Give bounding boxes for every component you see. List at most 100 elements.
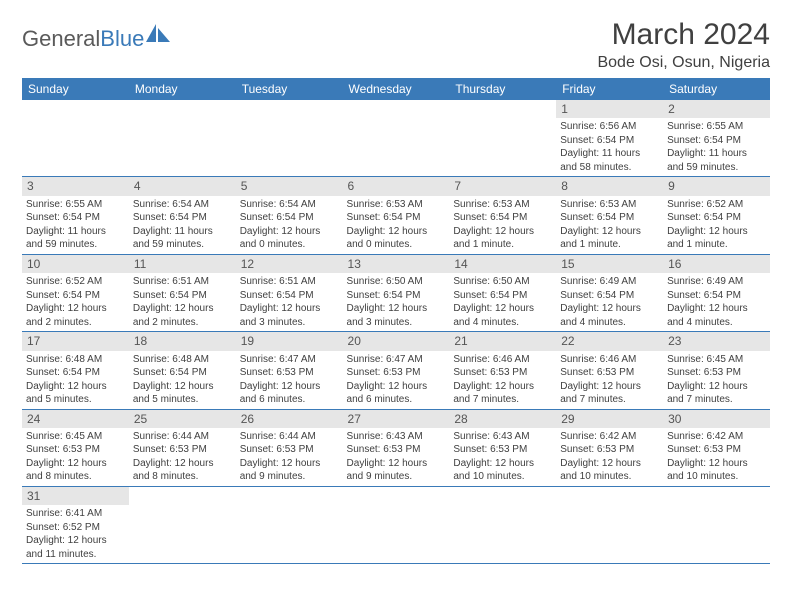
calendar-row: 24Sunrise: 6:45 AMSunset: 6:53 PMDayligh… xyxy=(22,409,770,486)
sunset-text: Sunset: 6:54 PM xyxy=(133,211,232,225)
calendar-cell: 26Sunrise: 6:44 AMSunset: 6:53 PMDayligh… xyxy=(236,409,343,486)
sunset-text: Sunset: 6:53 PM xyxy=(240,443,339,457)
calendar-cell: 28Sunrise: 6:43 AMSunset: 6:53 PMDayligh… xyxy=(449,409,556,486)
sunset-text: Sunset: 6:52 PM xyxy=(26,521,125,535)
calendar-cell xyxy=(556,486,663,563)
sunrise-text: Sunrise: 6:44 AM xyxy=(240,430,339,444)
daylight-text: Daylight: 12 hours xyxy=(26,457,125,471)
sunset-text: Sunset: 6:53 PM xyxy=(667,366,766,380)
daylight-text-2: and 59 minutes. xyxy=(667,161,766,175)
sunrise-text: Sunrise: 6:41 AM xyxy=(26,507,125,521)
daylight-text-2: and 5 minutes. xyxy=(26,393,125,407)
daylight-text: Daylight: 11 hours xyxy=(133,225,232,239)
daylight-text: Daylight: 12 hours xyxy=(453,225,552,239)
daylight-text-2: and 4 minutes. xyxy=(453,316,552,330)
day-details: Sunrise: 6:42 AMSunset: 6:53 PMDaylight:… xyxy=(663,428,770,486)
daylight-text: Daylight: 12 hours xyxy=(347,380,446,394)
calendar-cell: 12Sunrise: 6:51 AMSunset: 6:54 PMDayligh… xyxy=(236,254,343,331)
sunset-text: Sunset: 6:54 PM xyxy=(347,211,446,225)
day-details: Sunrise: 6:50 AMSunset: 6:54 PMDaylight:… xyxy=(449,273,556,331)
daylight-text: Daylight: 12 hours xyxy=(347,457,446,471)
brand-part2: Blue xyxy=(100,26,144,52)
day-details: Sunrise: 6:49 AMSunset: 6:54 PMDaylight:… xyxy=(556,273,663,331)
daylight-text-2: and 0 minutes. xyxy=(347,238,446,252)
day-details: Sunrise: 6:52 AMSunset: 6:54 PMDaylight:… xyxy=(22,273,129,331)
daylight-text-2: and 1 minute. xyxy=(453,238,552,252)
month-title: March 2024 xyxy=(597,18,770,52)
daylight-text: Daylight: 11 hours xyxy=(26,225,125,239)
weekday-header-row: Sunday Monday Tuesday Wednesday Thursday… xyxy=(22,78,770,100)
daylight-text: Daylight: 12 hours xyxy=(133,457,232,471)
day-number: 15 xyxy=(556,255,663,273)
calendar-cell: 13Sunrise: 6:50 AMSunset: 6:54 PMDayligh… xyxy=(343,254,450,331)
calendar-cell: 14Sunrise: 6:50 AMSunset: 6:54 PMDayligh… xyxy=(449,254,556,331)
daylight-text: Daylight: 12 hours xyxy=(240,302,339,316)
sunrise-text: Sunrise: 6:54 AM xyxy=(133,198,232,212)
daylight-text: Daylight: 12 hours xyxy=(453,457,552,471)
day-number: 13 xyxy=(343,255,450,273)
daylight-text-2: and 7 minutes. xyxy=(667,393,766,407)
sunrise-text: Sunrise: 6:48 AM xyxy=(26,353,125,367)
calendar-cell: 22Sunrise: 6:46 AMSunset: 6:53 PMDayligh… xyxy=(556,332,663,409)
calendar-cell: 2Sunrise: 6:55 AMSunset: 6:54 PMDaylight… xyxy=(663,100,770,177)
day-number: 16 xyxy=(663,255,770,273)
day-number: 9 xyxy=(663,177,770,195)
day-number: 11 xyxy=(129,255,236,273)
calendar-cell: 18Sunrise: 6:48 AMSunset: 6:54 PMDayligh… xyxy=(129,332,236,409)
daylight-text: Daylight: 12 hours xyxy=(667,225,766,239)
calendar-row: 3Sunrise: 6:55 AMSunset: 6:54 PMDaylight… xyxy=(22,177,770,254)
day-number: 8 xyxy=(556,177,663,195)
calendar-cell xyxy=(236,100,343,177)
sunrise-text: Sunrise: 6:47 AM xyxy=(347,353,446,367)
sunrise-text: Sunrise: 6:43 AM xyxy=(347,430,446,444)
sunrise-text: Sunrise: 6:46 AM xyxy=(453,353,552,367)
weekday-header: Thursday xyxy=(449,78,556,100)
daylight-text: Daylight: 12 hours xyxy=(26,302,125,316)
daylight-text-2: and 10 minutes. xyxy=(560,470,659,484)
day-details: Sunrise: 6:41 AMSunset: 6:52 PMDaylight:… xyxy=(22,505,129,563)
weekday-header: Tuesday xyxy=(236,78,343,100)
calendar-cell: 5Sunrise: 6:54 AMSunset: 6:54 PMDaylight… xyxy=(236,177,343,254)
daylight-text-2: and 6 minutes. xyxy=(347,393,446,407)
day-details: Sunrise: 6:47 AMSunset: 6:53 PMDaylight:… xyxy=(236,351,343,409)
sunset-text: Sunset: 6:54 PM xyxy=(560,211,659,225)
sunrise-text: Sunrise: 6:48 AM xyxy=(133,353,232,367)
sunset-text: Sunset: 6:54 PM xyxy=(240,211,339,225)
sunset-text: Sunset: 6:54 PM xyxy=(560,134,659,148)
day-number: 23 xyxy=(663,332,770,350)
calendar-row: 31Sunrise: 6:41 AMSunset: 6:52 PMDayligh… xyxy=(22,486,770,563)
daylight-text-2: and 3 minutes. xyxy=(347,316,446,330)
sunset-text: Sunset: 6:53 PM xyxy=(560,443,659,457)
sunrise-text: Sunrise: 6:51 AM xyxy=(133,275,232,289)
day-details: Sunrise: 6:43 AMSunset: 6:53 PMDaylight:… xyxy=(343,428,450,486)
daylight-text-2: and 4 minutes. xyxy=(667,316,766,330)
daylight-text-2: and 10 minutes. xyxy=(667,470,766,484)
daylight-text-2: and 5 minutes. xyxy=(133,393,232,407)
sunrise-text: Sunrise: 6:49 AM xyxy=(667,275,766,289)
daylight-text: Daylight: 12 hours xyxy=(347,225,446,239)
sunrise-text: Sunrise: 6:46 AM xyxy=(560,353,659,367)
calendar-row: 1Sunrise: 6:56 AMSunset: 6:54 PMDaylight… xyxy=(22,100,770,177)
daylight-text: Daylight: 12 hours xyxy=(26,380,125,394)
day-details: Sunrise: 6:44 AMSunset: 6:53 PMDaylight:… xyxy=(236,428,343,486)
day-number: 18 xyxy=(129,332,236,350)
sunrise-text: Sunrise: 6:49 AM xyxy=(560,275,659,289)
day-details: Sunrise: 6:50 AMSunset: 6:54 PMDaylight:… xyxy=(343,273,450,331)
sunrise-text: Sunrise: 6:45 AM xyxy=(667,353,766,367)
calendar-cell: 7Sunrise: 6:53 AMSunset: 6:54 PMDaylight… xyxy=(449,177,556,254)
sunrise-text: Sunrise: 6:50 AM xyxy=(347,275,446,289)
calendar-cell: 31Sunrise: 6:41 AMSunset: 6:52 PMDayligh… xyxy=(22,486,129,563)
calendar-cell: 15Sunrise: 6:49 AMSunset: 6:54 PMDayligh… xyxy=(556,254,663,331)
day-details: Sunrise: 6:55 AMSunset: 6:54 PMDaylight:… xyxy=(663,118,770,176)
daylight-text-2: and 8 minutes. xyxy=(26,470,125,484)
day-number: 21 xyxy=(449,332,556,350)
calendar-cell xyxy=(449,486,556,563)
sunset-text: Sunset: 6:54 PM xyxy=(453,289,552,303)
day-number: 27 xyxy=(343,410,450,428)
daylight-text: Daylight: 12 hours xyxy=(133,302,232,316)
sunset-text: Sunset: 6:54 PM xyxy=(347,289,446,303)
daylight-text: Daylight: 12 hours xyxy=(26,534,125,548)
sunset-text: Sunset: 6:54 PM xyxy=(560,289,659,303)
daylight-text: Daylight: 12 hours xyxy=(667,380,766,394)
day-details: Sunrise: 6:51 AMSunset: 6:54 PMDaylight:… xyxy=(129,273,236,331)
